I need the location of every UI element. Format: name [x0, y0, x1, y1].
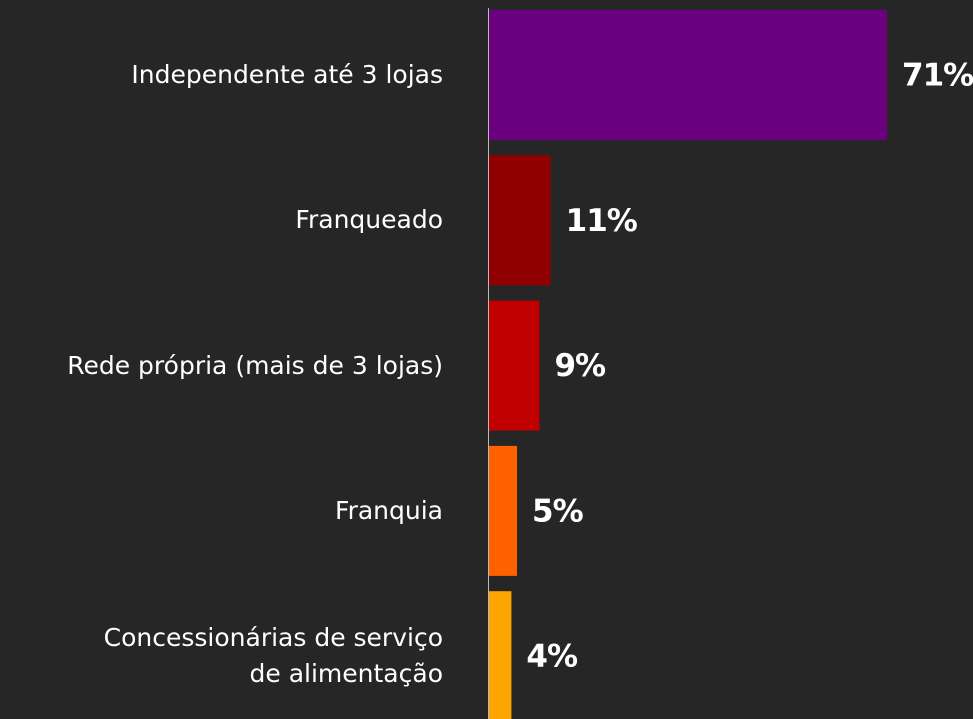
value-label: 9%	[554, 348, 606, 384]
value-label: 71%	[902, 58, 973, 94]
category-label: Independente até 3 lojas	[131, 60, 443, 89]
value-label: 5%	[532, 493, 584, 529]
category-label: Franquia	[335, 495, 443, 525]
category-label: Rede própria (mais de 3 lojas)	[67, 350, 443, 380]
category-label: Franqueado	[295, 205, 443, 235]
bar	[489, 300, 540, 431]
bar	[489, 445, 518, 576]
category-label: Concessionárias de serviço de alimentaçã…	[103, 623, 443, 689]
bar	[489, 591, 512, 719]
bar	[489, 10, 887, 140]
bar	[489, 155, 551, 286]
value-label: 11%	[566, 203, 638, 239]
value-label: 4%	[526, 639, 578, 675]
